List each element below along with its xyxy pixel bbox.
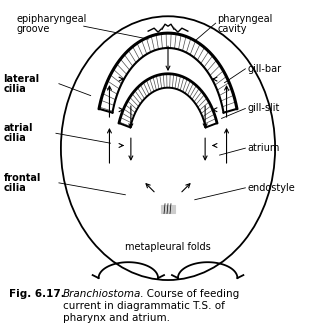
Polygon shape (162, 24, 174, 29)
Text: atrium: atrium (247, 143, 280, 153)
Text: endostyle: endostyle (247, 183, 295, 193)
Text: gill-slit: gill-slit (247, 104, 280, 114)
Text: epipharyngeal: epipharyngeal (16, 14, 87, 24)
Text: cavity: cavity (218, 24, 247, 34)
Text: gill-bar: gill-bar (247, 64, 282, 74)
Text: lateral: lateral (3, 74, 40, 84)
Text: groove: groove (16, 24, 50, 34)
Text: atrial: atrial (3, 123, 33, 133)
Text: metapleural folds: metapleural folds (125, 242, 211, 252)
Text: pharynx and atrium.: pharynx and atrium. (63, 313, 170, 323)
Text: Branchiostoma: Branchiostoma (63, 289, 141, 299)
Text: Fig. 6.17.: Fig. 6.17. (9, 289, 65, 299)
Text: current in diagrammatic T.S. of: current in diagrammatic T.S. of (63, 301, 225, 311)
Text: frontal: frontal (3, 173, 41, 183)
Text: cilia: cilia (3, 133, 26, 143)
Bar (161, 205, 175, 212)
Text: cilia: cilia (3, 183, 26, 193)
Text: . Course of feeding: . Course of feeding (140, 289, 240, 299)
Text: cilia: cilia (3, 84, 26, 94)
Text: pharyngeal: pharyngeal (218, 14, 273, 24)
